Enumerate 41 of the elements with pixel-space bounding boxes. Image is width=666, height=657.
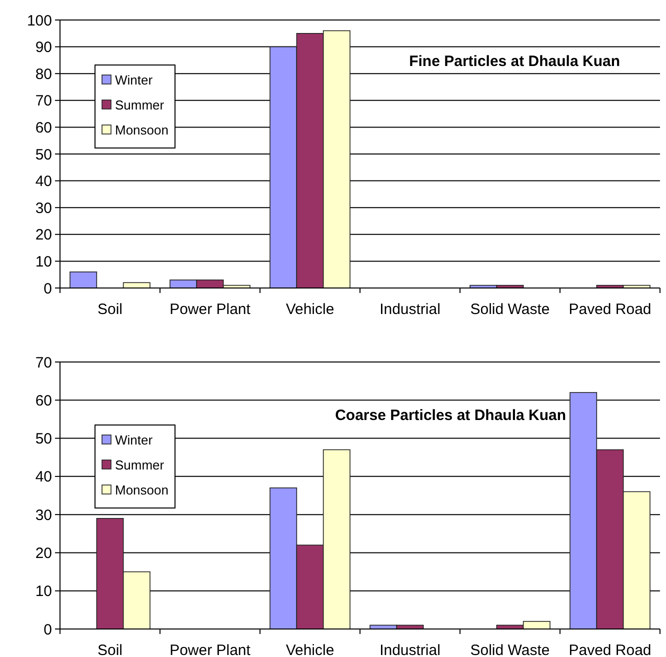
text: Coarse Particles at Dhaula Kuan (335, 407, 566, 424)
y-tick-label: 40 (35, 173, 52, 190)
y-tick-label: 60 (35, 392, 52, 410)
y-tick-label: 10 (35, 583, 52, 600)
y-tick-label: 70 (35, 92, 52, 110)
x-tick-label: Vehicle (286, 301, 334, 318)
x-tick-label: Solid Waste (470, 301, 550, 318)
y-tick-label: 70 (35, 354, 52, 372)
x-tick-label: Soil (97, 301, 123, 318)
y-tick-label: 0 (44, 280, 52, 298)
x-tick-label: Power Plant (170, 642, 252, 657)
x-tick-label: Industrial (380, 301, 440, 318)
legend-label: Winter (115, 72, 154, 88)
legend-label: Summer (115, 98, 165, 113)
legend-label: Winter (115, 432, 154, 448)
y-tick-label: 50 (35, 146, 52, 164)
bar (122, 282, 150, 288)
y-tick-label: 80 (35, 66, 52, 83)
y-tick-label: 40 (35, 468, 52, 486)
y-tick-label: 60 (35, 119, 52, 136)
y-tick-label: 20 (35, 544, 52, 562)
text: Fine Particles at Dhaula Kuan (409, 53, 620, 70)
legend-label: Monsoon (115, 122, 168, 138)
y-tick-label: 50 (35, 430, 52, 448)
y-tick-label: 20 (35, 226, 52, 244)
y-tick-label: 10 (35, 253, 52, 270)
y-tick-label: 30 (35, 506, 52, 524)
x-tick-label: Paved Road (568, 642, 652, 657)
x-tick-label: Paved Road (568, 301, 652, 318)
x-tick-label: Solid Waste (470, 642, 550, 657)
y-tick-label: 30 (35, 200, 52, 217)
legend-label: Monsoon (115, 482, 168, 498)
bar (70, 272, 98, 288)
legend-label: Summer (115, 458, 165, 473)
y-tick-label: 0 (44, 621, 52, 638)
x-tick-label: Soil (97, 642, 123, 657)
y-tick-label: 100 (26, 12, 52, 30)
x-tick-label: Vehicle (286, 642, 334, 657)
y-tick-label: 90 (35, 39, 52, 56)
x-tick-label: Power Plant (170, 301, 252, 318)
x-tick-label: Industrial (380, 642, 440, 657)
